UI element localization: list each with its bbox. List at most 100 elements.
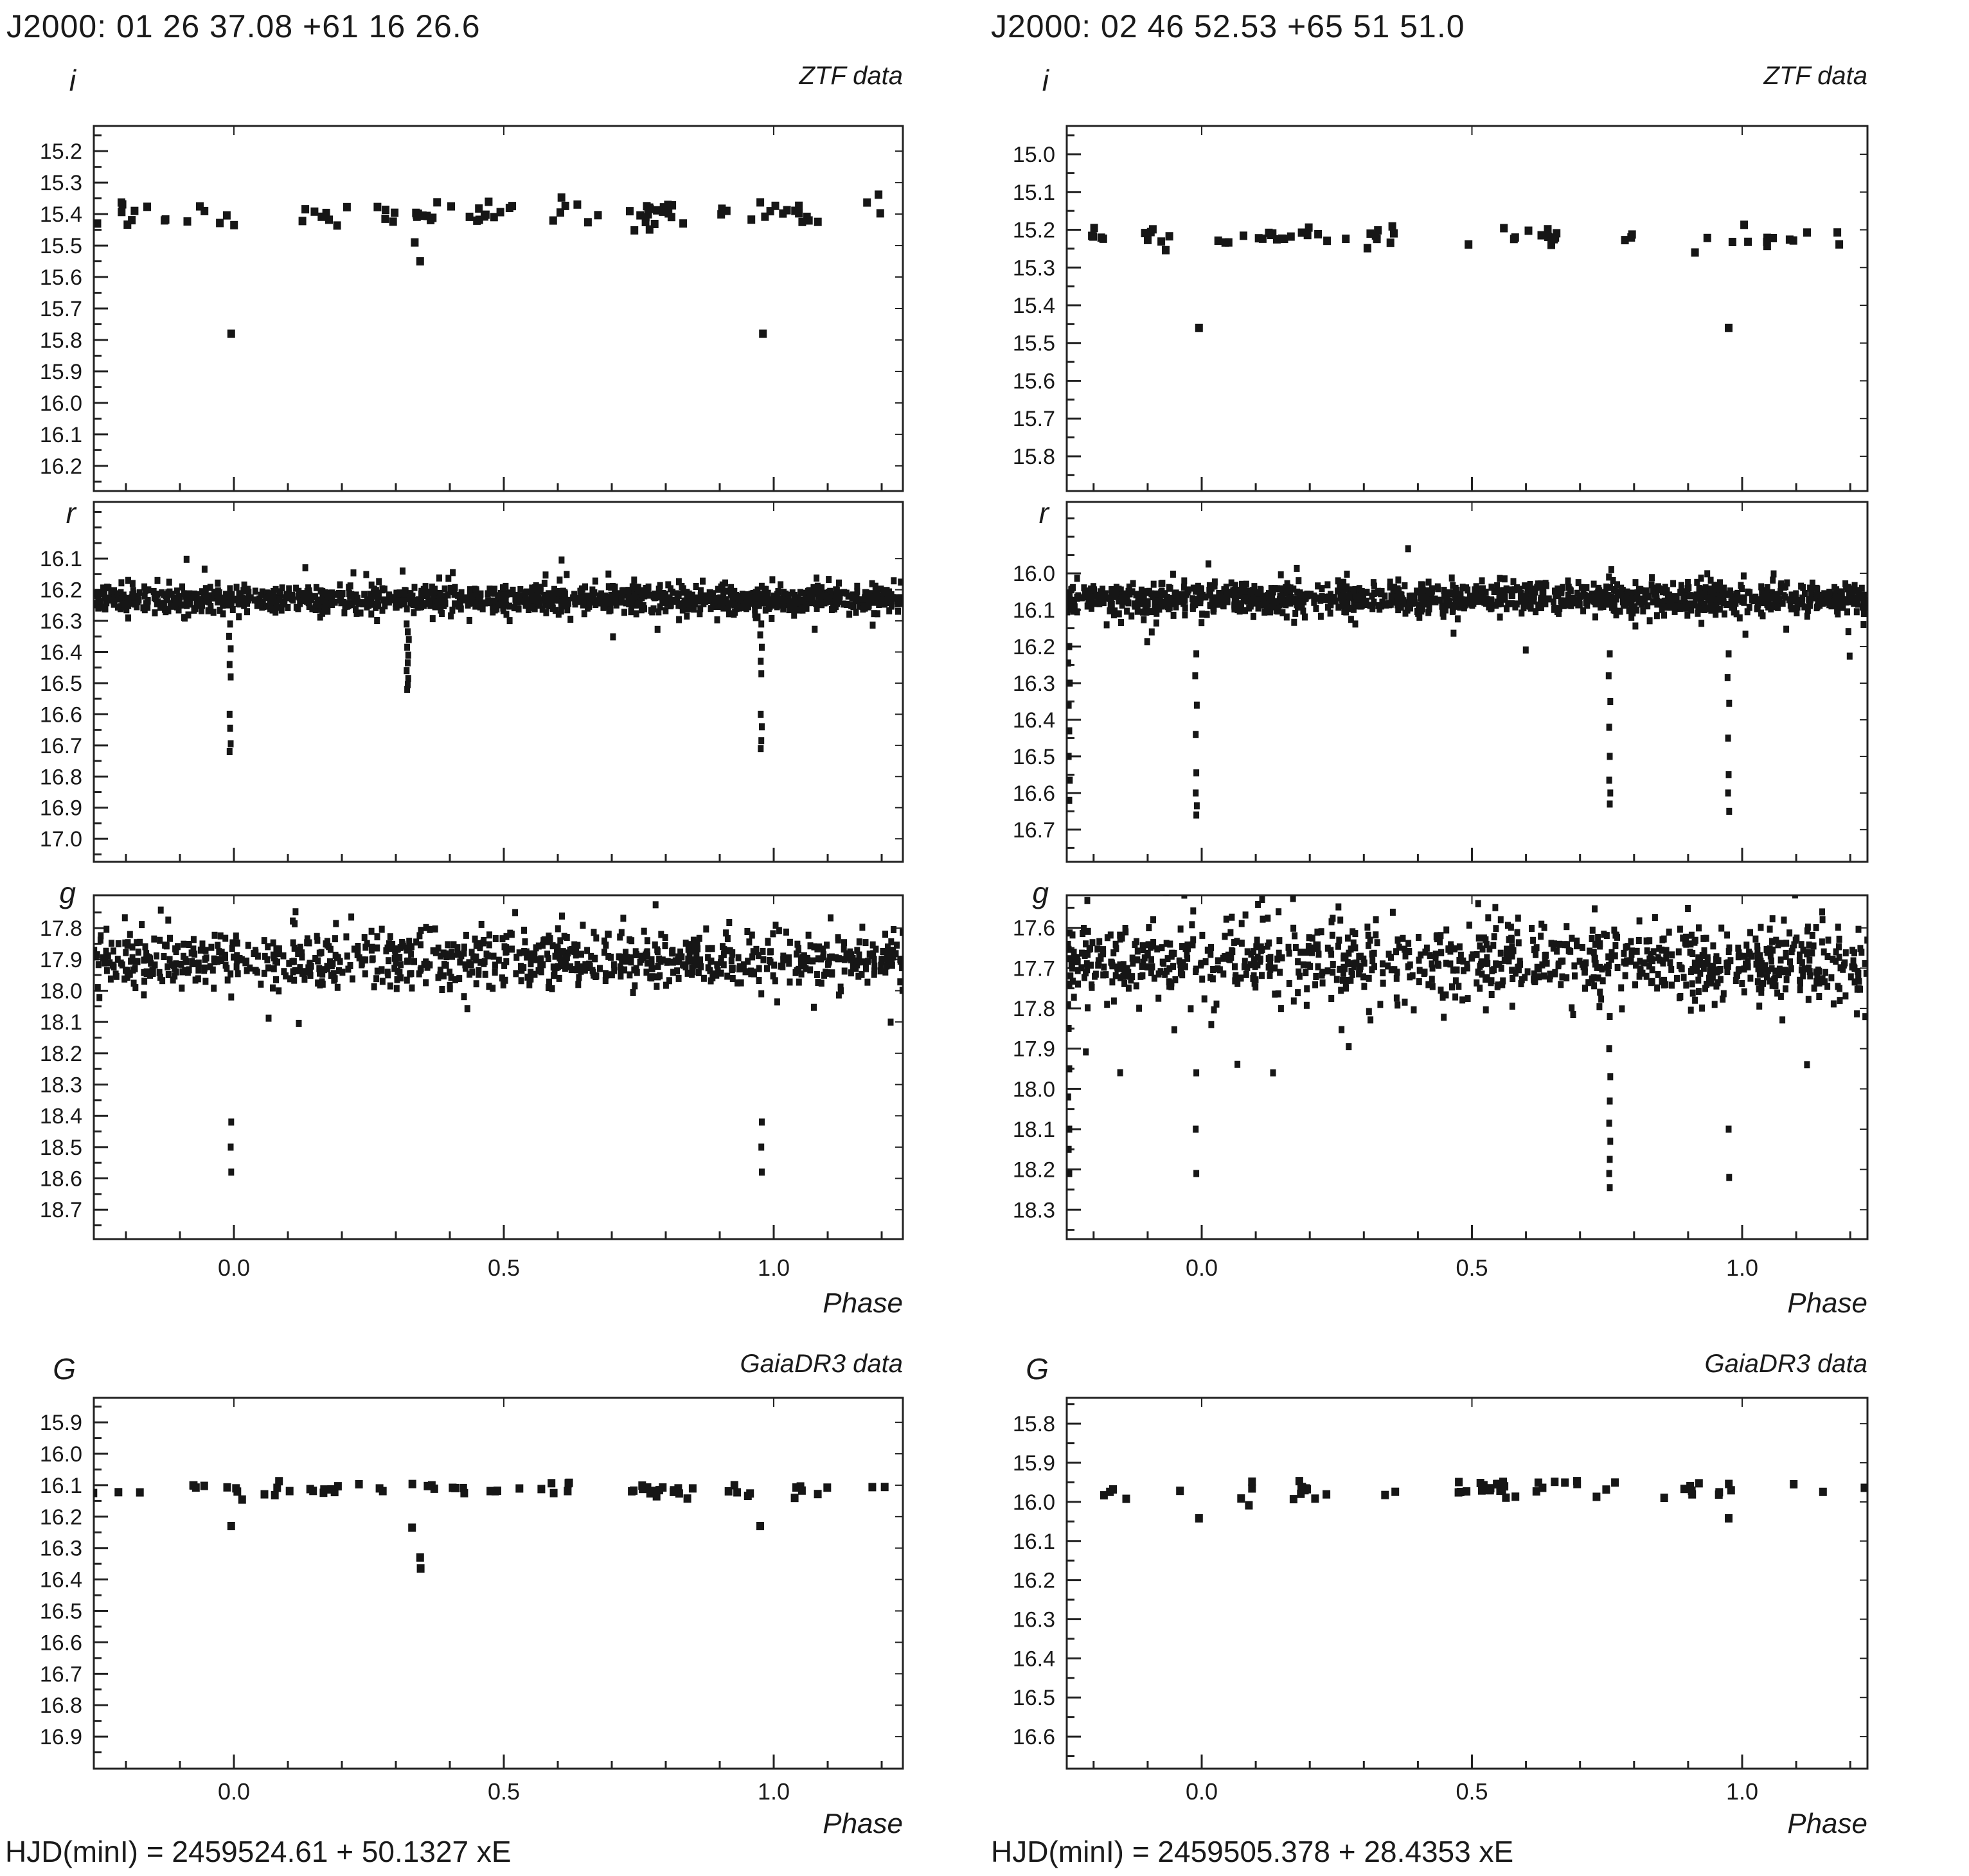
phase-axis-label-gaia-right: Phase <box>1787 1808 1867 1839</box>
band-label-i: i <box>1042 64 1050 97</box>
panel-right-ztf-r: 16.0 16.1 16.2 16.3 16.4 16.5 16.6 16.7 r <box>1013 496 1869 863</box>
x-tick-label: 0.5 <box>1456 1255 1488 1281</box>
y-tick-label: 15.2 <box>40 139 82 164</box>
scatter-points <box>94 901 903 1176</box>
y-tick-label: 16.3 <box>40 609 82 634</box>
y-tick-label: 16.1 <box>40 1474 82 1498</box>
plot-frame <box>1065 1397 1869 1770</box>
y-tick-label: 16.3 <box>1013 1607 1055 1632</box>
scatter-points <box>94 190 884 338</box>
y-tick-label: 16.2 <box>40 1505 82 1530</box>
y-tick-label: 15.2 <box>1013 219 1055 243</box>
ztf-data-label-left: ZTF data <box>799 62 903 90</box>
y-tick-label: 18.7 <box>40 1198 82 1222</box>
y-tick-label: 15.3 <box>1013 256 1055 280</box>
scatter-points <box>1100 1477 1867 1523</box>
y-tick-label: 18.5 <box>40 1136 82 1160</box>
y-tick-label: 18.1 <box>40 1010 82 1035</box>
y-tick-label: 16.0 <box>1013 1490 1055 1515</box>
scatter-points <box>1067 895 1867 1192</box>
scatter-points <box>94 1477 889 1573</box>
gaia-data-label-left: GaiaDR3 data <box>740 1350 903 1378</box>
y-tick-label: 15.4 <box>40 202 82 227</box>
x-tick-label: 1.0 <box>1726 1255 1758 1281</box>
y-tick-label: 18.1 <box>1013 1118 1055 1142</box>
panel-left-ztf-r: 16.1 16.2 16.3 16.4 16.5 16.6 16.7 16.8 16.9 17.0… <box>40 496 904 863</box>
y-tick-label: 16.6 <box>40 702 82 727</box>
panel-left-gaia-G: 15.9 16.0 16.1 16.2 16.3 16.4 16.5 16.6 16.7 16.8… <box>40 1352 904 1805</box>
y-tick-label: 15.3 <box>40 171 82 195</box>
x-tick-label: 0.0 <box>218 1255 250 1281</box>
panel-right-ztf-i: 15.0 15.1 15.2 15.3 15.4 15.5 15.6 15.7 15.8 i <box>1013 64 1869 492</box>
y-tick-label: 16.7 <box>40 734 82 758</box>
y-tick-label: 17.0 <box>40 827 82 852</box>
y-tick-label: 18.0 <box>1013 1077 1055 1102</box>
y-tick-label: 16.9 <box>40 796 82 821</box>
y-tick-label: 16.1 <box>40 423 82 447</box>
panel-right-ztf-g: 17.6 17.7 17.8 17.9 18.0 18.1 18.2 18.3 0.0 0.5 1.… <box>1013 876 1869 1281</box>
band-label-r: r <box>1039 496 1050 530</box>
y-tick-label: 15.1 <box>1013 181 1055 205</box>
y-tick-label: 16.5 <box>1013 745 1055 769</box>
y-tick-label: 16.5 <box>40 1600 82 1624</box>
y-tick-label: 18.4 <box>40 1104 82 1129</box>
y-tick-label: 15.6 <box>40 265 82 290</box>
y-tick-label: 16.2 <box>1013 1569 1055 1593</box>
target-title-left: J2000: 01 26 37.08 +61 16 26.6 <box>6 8 481 44</box>
band-label-G: G <box>53 1352 76 1386</box>
y-tick-label: 16.6 <box>1013 782 1055 806</box>
y-tick-label: 15.4 <box>1013 294 1055 318</box>
y-tick-label: 16.1 <box>1013 598 1055 623</box>
y-tick-label: 16.3 <box>40 1537 82 1561</box>
plot-frame <box>1065 501 1869 863</box>
y-tick-label: 16.2 <box>40 578 82 603</box>
band-label-r: r <box>66 496 77 530</box>
plot-frame <box>93 501 904 863</box>
band-label-i: i <box>69 64 77 97</box>
ephemeris-left: HJD(minI) = 2459524.61 + 50.1327 xE <box>5 1835 512 1868</box>
y-tick-label: 15.9 <box>1013 1451 1055 1476</box>
y-tick-label: 16.7 <box>40 1662 82 1686</box>
plot-frame <box>1065 125 1869 492</box>
y-tick-label: 16.5 <box>40 672 82 696</box>
x-tick-label: 0.0 <box>218 1778 250 1805</box>
y-tick-label: 16.4 <box>1013 1647 1055 1671</box>
y-tick-label: 18.0 <box>40 979 82 1003</box>
y-tick-label: 16.2 <box>40 454 82 479</box>
phase-axis-label-ztf-right: Phase <box>1787 1287 1867 1319</box>
y-tick-label: 15.8 <box>1013 445 1055 469</box>
y-tick-label: 16.4 <box>40 1568 82 1593</box>
y-tick-label: 16.4 <box>1013 708 1055 733</box>
y-tick-label: 16.8 <box>40 1693 82 1718</box>
band-label-G: G <box>1026 1352 1049 1386</box>
band-label-g: g <box>1032 876 1049 909</box>
y-tick-label: 16.7 <box>1013 818 1055 843</box>
x-tick-label: 1.0 <box>758 1778 790 1805</box>
y-tick-label: 17.9 <box>40 948 82 972</box>
y-tick-label: 18.2 <box>40 1042 82 1066</box>
x-tick-label: 0.5 <box>1456 1778 1488 1805</box>
y-tick-label: 15.7 <box>40 297 82 321</box>
y-tick-label: 17.6 <box>1013 916 1055 941</box>
y-tick-label: 16.5 <box>1013 1686 1055 1710</box>
y-tick-label: 15.9 <box>40 360 82 384</box>
scatter-points <box>94 555 903 755</box>
y-tick-label: 18.3 <box>1013 1198 1055 1222</box>
phase-axis-label-gaia-left: Phase <box>823 1808 903 1839</box>
x-tick-label: 0.5 <box>488 1255 520 1281</box>
x-tick-label: 0.0 <box>1186 1778 1218 1805</box>
y-tick-label: 15.5 <box>40 234 82 258</box>
y-tick-label: 17.8 <box>40 916 82 941</box>
y-tick-label: 15.8 <box>40 328 82 353</box>
x-tick-label: 1.0 <box>758 1255 790 1281</box>
y-tick-label: 17.8 <box>1013 997 1055 1021</box>
y-tick-label: 15.5 <box>1013 332 1055 356</box>
plot-frame <box>93 1397 904 1770</box>
y-tick-label: 16.1 <box>1013 1530 1055 1554</box>
panel-left-ztf-i: 15.2 15.3 15.4 15.5 15.6 15.7 15.8 15.9 16.0 16.1… <box>40 64 904 492</box>
ztf-data-label-right: ZTF data <box>1763 62 1867 90</box>
y-tick-label: 16.1 <box>40 547 82 571</box>
y-tick-label: 15.7 <box>1013 407 1055 431</box>
y-tick-label: 18.2 <box>1013 1158 1055 1183</box>
plot-frame <box>93 894 904 1240</box>
